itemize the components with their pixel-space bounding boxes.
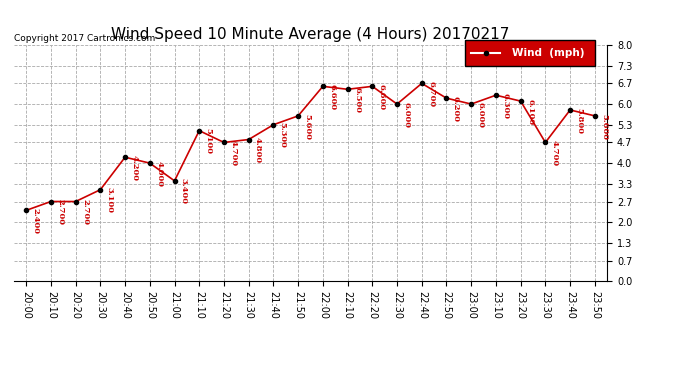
Text: 5.600: 5.600 [600, 114, 609, 140]
Text: 5.600: 5.600 [304, 114, 312, 140]
FancyBboxPatch shape [465, 40, 595, 66]
Text: 6.600: 6.600 [377, 84, 386, 110]
Text: 3.100: 3.100 [106, 188, 114, 213]
Text: 2.700: 2.700 [57, 199, 64, 225]
Text: 6.500: 6.500 [353, 87, 361, 113]
Text: 4.700: 4.700 [551, 140, 559, 166]
Text: 4.200: 4.200 [130, 155, 139, 181]
Text: 4.800: 4.800 [254, 137, 262, 163]
Text: 3.400: 3.400 [180, 178, 188, 204]
Text: 6.200: 6.200 [452, 96, 460, 122]
Text: Wind  (mph): Wind (mph) [512, 48, 584, 58]
Text: 5.100: 5.100 [205, 128, 213, 154]
Text: 4.000: 4.000 [155, 161, 164, 187]
Text: 2.400: 2.400 [32, 208, 39, 234]
Text: 6.300: 6.300 [502, 93, 509, 119]
Text: 6.700: 6.700 [427, 81, 435, 107]
Text: 5.300: 5.300 [279, 122, 287, 148]
Text: Copyright 2017 Cartronics.com: Copyright 2017 Cartronics.com [14, 34, 155, 43]
Text: 4.700: 4.700 [229, 140, 237, 166]
Text: 6.000: 6.000 [402, 102, 411, 128]
Text: 6.100: 6.100 [526, 99, 534, 125]
Title: Wind Speed 10 Minute Average (4 Hours) 20170217: Wind Speed 10 Minute Average (4 Hours) 2… [111, 27, 510, 42]
Text: 5.800: 5.800 [575, 108, 584, 134]
Text: 6.600: 6.600 [328, 84, 336, 110]
Text: 2.700: 2.700 [81, 199, 89, 225]
Text: 6.000: 6.000 [477, 102, 484, 128]
